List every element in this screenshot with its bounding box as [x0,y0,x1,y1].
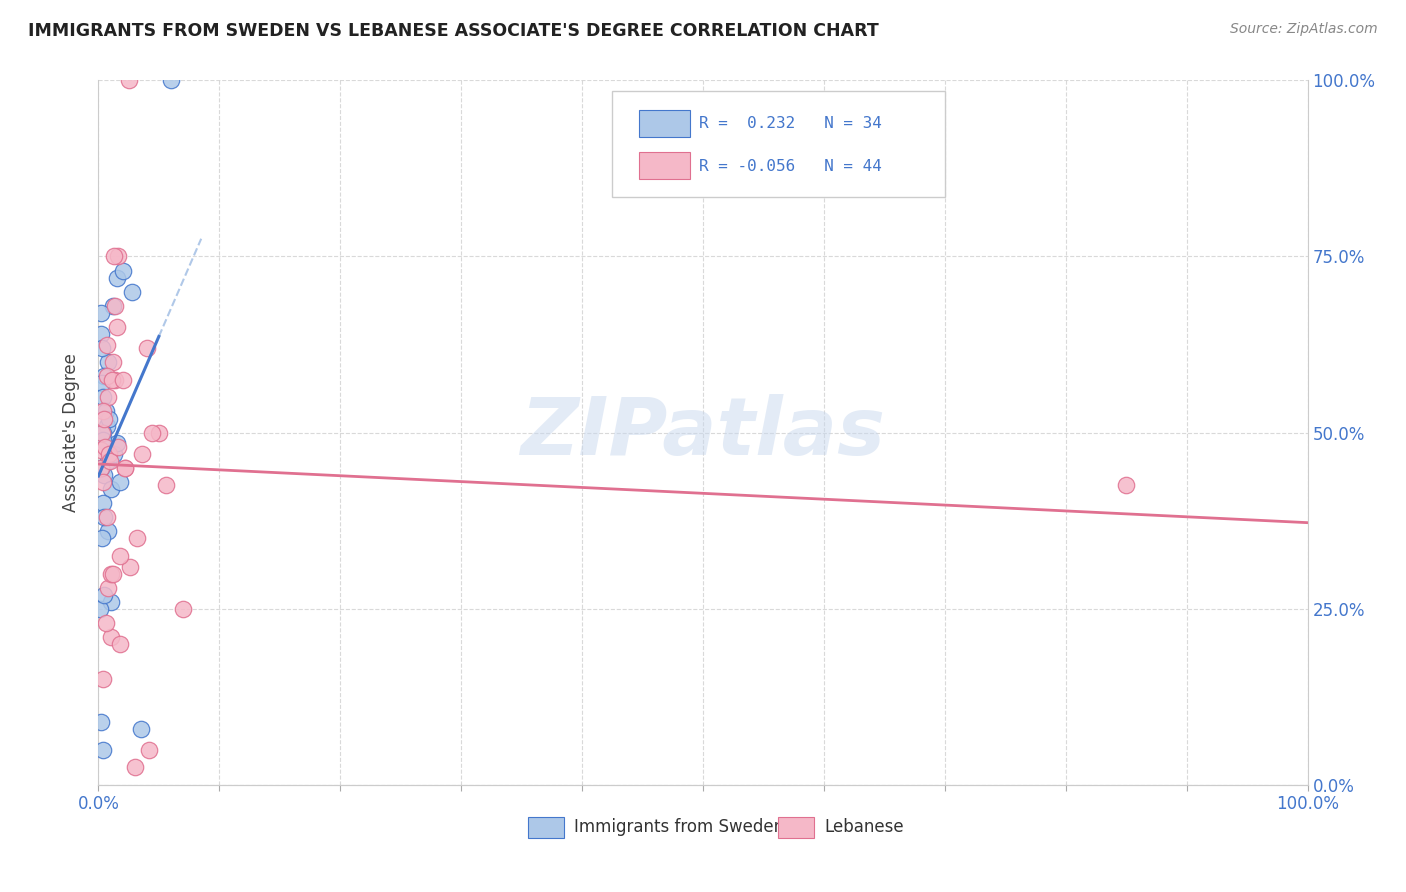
Point [91,404,114,418]
Point [94,404,117,418]
Point [148,425,170,440]
Point [89,601,111,615]
Point [124,760,146,774]
Bar [778,817,814,838]
Text: IMMIGRANTS FROM SWEDEN VS LEBANESE ASSOCIATE'S DEGREE CORRELATION CHART: IMMIGRANTS FROM SWEDEN VS LEBANESE ASSOC… [28,22,879,40]
Text: ZIPatlas: ZIPatlas [520,393,886,472]
Point [103,249,125,264]
Point [91,673,114,687]
Point [135,341,157,355]
Point [118,73,141,87]
Point [91,376,114,391]
Point [105,319,128,334]
Point [172,601,194,615]
Point [91,742,114,756]
Point [155,478,177,492]
Point [111,263,134,277]
Point [94,615,117,630]
Point [111,373,134,387]
Point [93,588,115,602]
Text: Source: ZipAtlas.com: Source: ZipAtlas.com [1230,22,1378,37]
Point [96,418,118,433]
Point [127,532,149,546]
Point [90,306,112,320]
Point [104,373,127,387]
Point [90,460,112,475]
Point [96,369,118,384]
Text: Immigrants from Sweden: Immigrants from Sweden [574,818,783,836]
Point [91,425,114,440]
Point [91,496,114,510]
Point [104,299,127,313]
Bar [527,817,564,838]
Point [93,411,115,425]
Point [97,581,120,595]
Point [107,249,129,264]
Text: R =  0.232   N = 34: R = 0.232 N = 34 [699,116,882,131]
Point [90,326,112,341]
Point [108,637,131,651]
Y-axis label: Associate's Degree: Associate's Degree [62,353,80,512]
Point [1115,478,1137,492]
Point [107,440,129,454]
Point [101,355,124,369]
Text: R = -0.056   N = 44: R = -0.056 N = 44 [699,159,882,174]
Point [90,714,112,729]
Point [96,510,118,524]
Point [118,559,141,574]
Point [91,475,114,489]
Point [101,566,124,581]
Point [100,482,122,496]
Point [98,411,121,425]
Point [100,595,122,609]
Point [100,630,122,644]
Point [103,447,125,461]
Point [100,566,122,581]
Bar [638,110,690,136]
Point [160,73,183,87]
Point [93,510,115,524]
Point [101,299,124,313]
Point [94,440,117,454]
Point [91,391,114,405]
Point [100,373,122,387]
Point [97,454,120,468]
Point [90,443,112,458]
Point [138,742,160,756]
Point [141,425,163,440]
Point [93,369,115,384]
Point [108,475,131,489]
Point [129,722,152,736]
Point [91,532,114,546]
Point [96,337,118,351]
Point [90,460,112,475]
Point [114,460,136,475]
Point [105,270,128,285]
Point [98,454,121,468]
Point [97,447,120,461]
Point [121,285,143,299]
Text: Lebanese: Lebanese [824,818,904,836]
Point [93,467,115,482]
Point [91,341,114,355]
Bar [638,153,690,179]
Point [105,436,128,450]
Point [97,524,120,539]
Point [91,425,114,440]
Point [97,391,120,405]
Point [114,460,136,475]
Point [97,355,120,369]
Point [91,433,114,447]
Point [108,549,131,563]
FancyBboxPatch shape [613,91,945,196]
Point [131,447,153,461]
